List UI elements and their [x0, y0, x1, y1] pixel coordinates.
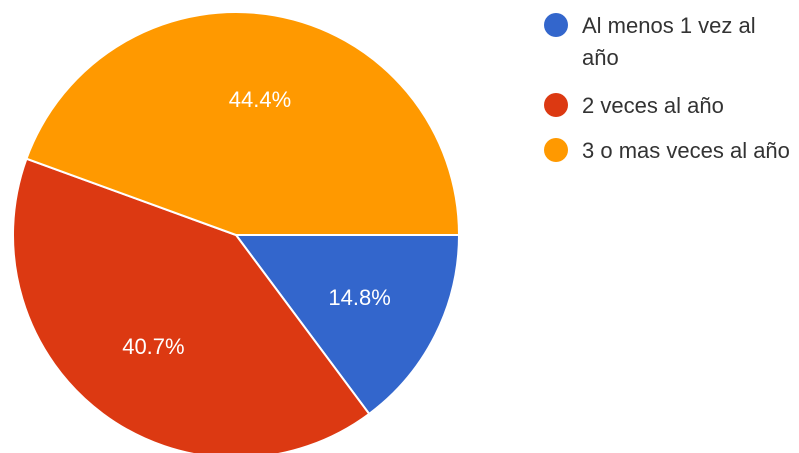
legend-item-1[interactable]: Al menos 1 vez al año: [544, 13, 756, 70]
chart-legend: Al menos 1 vez al año 2 veces al año 3 o ma…: [544, 13, 790, 163]
legend-item-3[interactable]: 3 o mas veces al año: [544, 138, 790, 163]
legend-swatch-1: [544, 13, 568, 37]
pie-slice-2[interactable]: [12, 157, 371, 453]
pie-slice-3[interactable]: [25, 11, 461, 236]
legend-swatch-3: [544, 138, 568, 162]
pie-slices: [12, 11, 461, 453]
pie-slice-label-3: 44.4%: [229, 87, 291, 112]
legend-label-3: 3 o mas veces al año: [582, 138, 790, 163]
legend-label-1: Al menos 1 vez al año: [582, 13, 756, 70]
legend-swatch-2: [544, 93, 568, 117]
legend-item-2[interactable]: 2 veces al año: [544, 93, 724, 118]
pie-slice-label-1: 14.8%: [328, 285, 390, 310]
pie-slice-label-2: 40.7%: [122, 334, 184, 359]
legend-label-2: 2 veces al año: [582, 93, 724, 118]
pie-slice-1[interactable]: [234, 234, 461, 416]
pie-slice-labels: 14.8% 40.7% 44.4%: [122, 87, 391, 359]
